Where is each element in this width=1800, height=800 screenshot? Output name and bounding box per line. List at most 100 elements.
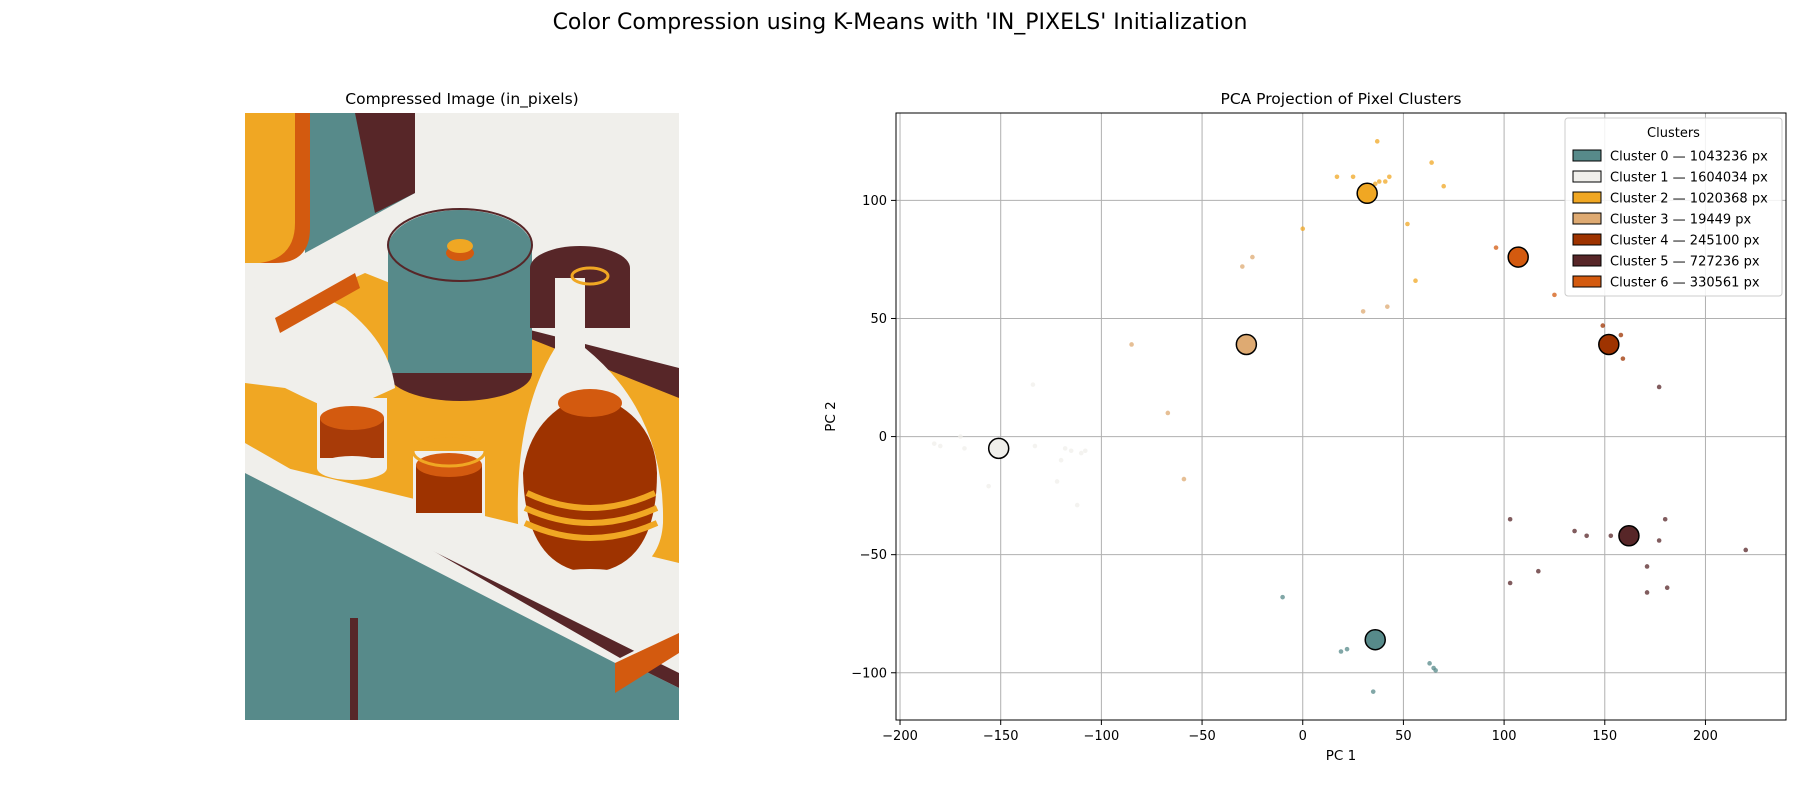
x-tick-label: 200 (1693, 729, 1718, 744)
scatter-point (1620, 356, 1626, 361)
handle-orange (275, 273, 360, 333)
x-tick-label: 150 (1592, 729, 1617, 744)
legend-entry-4: Cluster 4 — 245100 px (1610, 234, 1760, 249)
plot-frame (895, 112, 1787, 721)
scatter-point (1074, 502, 1080, 508)
scatter-point (1068, 448, 1074, 454)
wall-dark (355, 113, 415, 213)
glass-small-top (320, 406, 384, 430)
scatter-point (1405, 221, 1410, 227)
scatter-point (1507, 580, 1513, 586)
scatter-point (1300, 226, 1306, 232)
scatter-point (1662, 516, 1668, 522)
scatter-point (1344, 646, 1350, 652)
scatter-point (1372, 181, 1378, 187)
scatter-point (986, 483, 991, 489)
cluster-center-3 (1235, 333, 1258, 356)
scatter-point (1129, 342, 1134, 347)
glass-large-rim (411, 434, 487, 468)
pot-knob (447, 239, 473, 253)
y-tick-label: 0 (879, 430, 887, 445)
legend-entry-5: Cluster 5 — 727236 px (1610, 255, 1760, 270)
image-panel-title: Compressed Image (in_pixels) (345, 90, 579, 108)
pot-lid-rim (387, 208, 533, 282)
scatter-point (1058, 457, 1064, 463)
scatter-point (1441, 183, 1446, 189)
scatter-point (1600, 323, 1606, 328)
cluster-center-4 (1598, 333, 1620, 356)
y-axis-label: PC 2 (823, 401, 839, 431)
legend-box (1564, 117, 1783, 297)
scatter-point (1054, 479, 1060, 484)
bottle-ring-1 (525, 490, 657, 511)
legend-swatch-3 (1572, 212, 1602, 225)
legend-title: Clusters (1647, 126, 1700, 141)
cluster-center-2 (1356, 182, 1378, 205)
scatter-point (1250, 254, 1255, 260)
legend-entry-1: Cluster 1 — 1604034 px (1610, 171, 1768, 186)
scatter-point (1382, 179, 1388, 184)
cluster-center-0 (1364, 628, 1386, 651)
scatter-point (1165, 410, 1171, 416)
scatter-point (1280, 594, 1285, 600)
legend: Clusters Cluster 0 — 1043236 px Cluster 1 … (1564, 117, 1783, 297)
x-tick-label: −100 (1084, 729, 1120, 744)
scatter-point (1664, 585, 1670, 591)
axis-ticks: −200 −150 −100 −50 0 50 100 150 200 −100 −50 0 50 100 (851, 194, 1718, 744)
scatter-points (931, 139, 1749, 694)
scatter-point (1656, 538, 1662, 543)
scatter-point (1240, 264, 1245, 269)
legend-swatch-0 (1572, 149, 1602, 162)
scatter-point (1433, 668, 1438, 673)
scatter-point (1350, 174, 1356, 180)
cluster-center-5 (1618, 525, 1640, 547)
scatter-point (1572, 528, 1577, 534)
legend-swatch-5 (1572, 254, 1602, 267)
cluster-center-1 (987, 437, 1010, 460)
scatter-point (1082, 448, 1088, 454)
scatter-point (1360, 309, 1366, 314)
scatter-point (1429, 160, 1434, 165)
scatter-point (958, 434, 963, 439)
bottle-liquid-top (558, 389, 622, 417)
scatter-point (1078, 450, 1084, 456)
scatter-point (1644, 564, 1650, 569)
bottle-neck-rim (570, 266, 610, 286)
legend-swatch-1 (1572, 170, 1602, 183)
scatter-point (1536, 568, 1541, 574)
y-tick-label: 100 (862, 194, 887, 209)
scatter-point (1413, 278, 1418, 283)
canister-yellow (245, 113, 295, 263)
scatter-point (1032, 443, 1038, 449)
scatter-point (1062, 446, 1068, 451)
scatter-point (1507, 516, 1513, 522)
scatter-point (1427, 661, 1432, 666)
bottle-base (540, 569, 640, 597)
scatter-point (1618, 332, 1624, 338)
y-tick-label: 50 (870, 312, 887, 327)
scatter-point (1334, 174, 1340, 180)
y-tick-label: −50 (860, 548, 887, 563)
x-axis-label: PC 1 (1326, 748, 1356, 764)
compressed-image (245, 113, 679, 720)
scatter-point (1030, 382, 1036, 387)
legend-swatch-2 (1572, 191, 1602, 204)
bottle-ring-3 (523, 520, 659, 541)
legend-swatch-4 (1572, 233, 1602, 246)
table-leg (350, 618, 358, 720)
chart-title: PCA Projection of Pixel Clusters (1220, 90, 1462, 108)
scatter-point (962, 446, 967, 451)
scatter-point (1552, 292, 1557, 298)
y-tick-label: −100 (851, 666, 887, 681)
scatter-point (1387, 174, 1392, 180)
scatter-point (1370, 689, 1376, 694)
legend-entry-2: Cluster 2 — 1020368 px (1610, 192, 1768, 207)
x-tick-label: −50 (1188, 729, 1215, 744)
scatter-point (1743, 547, 1749, 553)
scatter-point (1608, 533, 1614, 539)
x-tick-label: 50 (1395, 729, 1412, 744)
x-tick-label: 100 (1492, 729, 1517, 744)
x-tick-label: −150 (983, 729, 1019, 744)
scatter-point (1181, 476, 1187, 482)
